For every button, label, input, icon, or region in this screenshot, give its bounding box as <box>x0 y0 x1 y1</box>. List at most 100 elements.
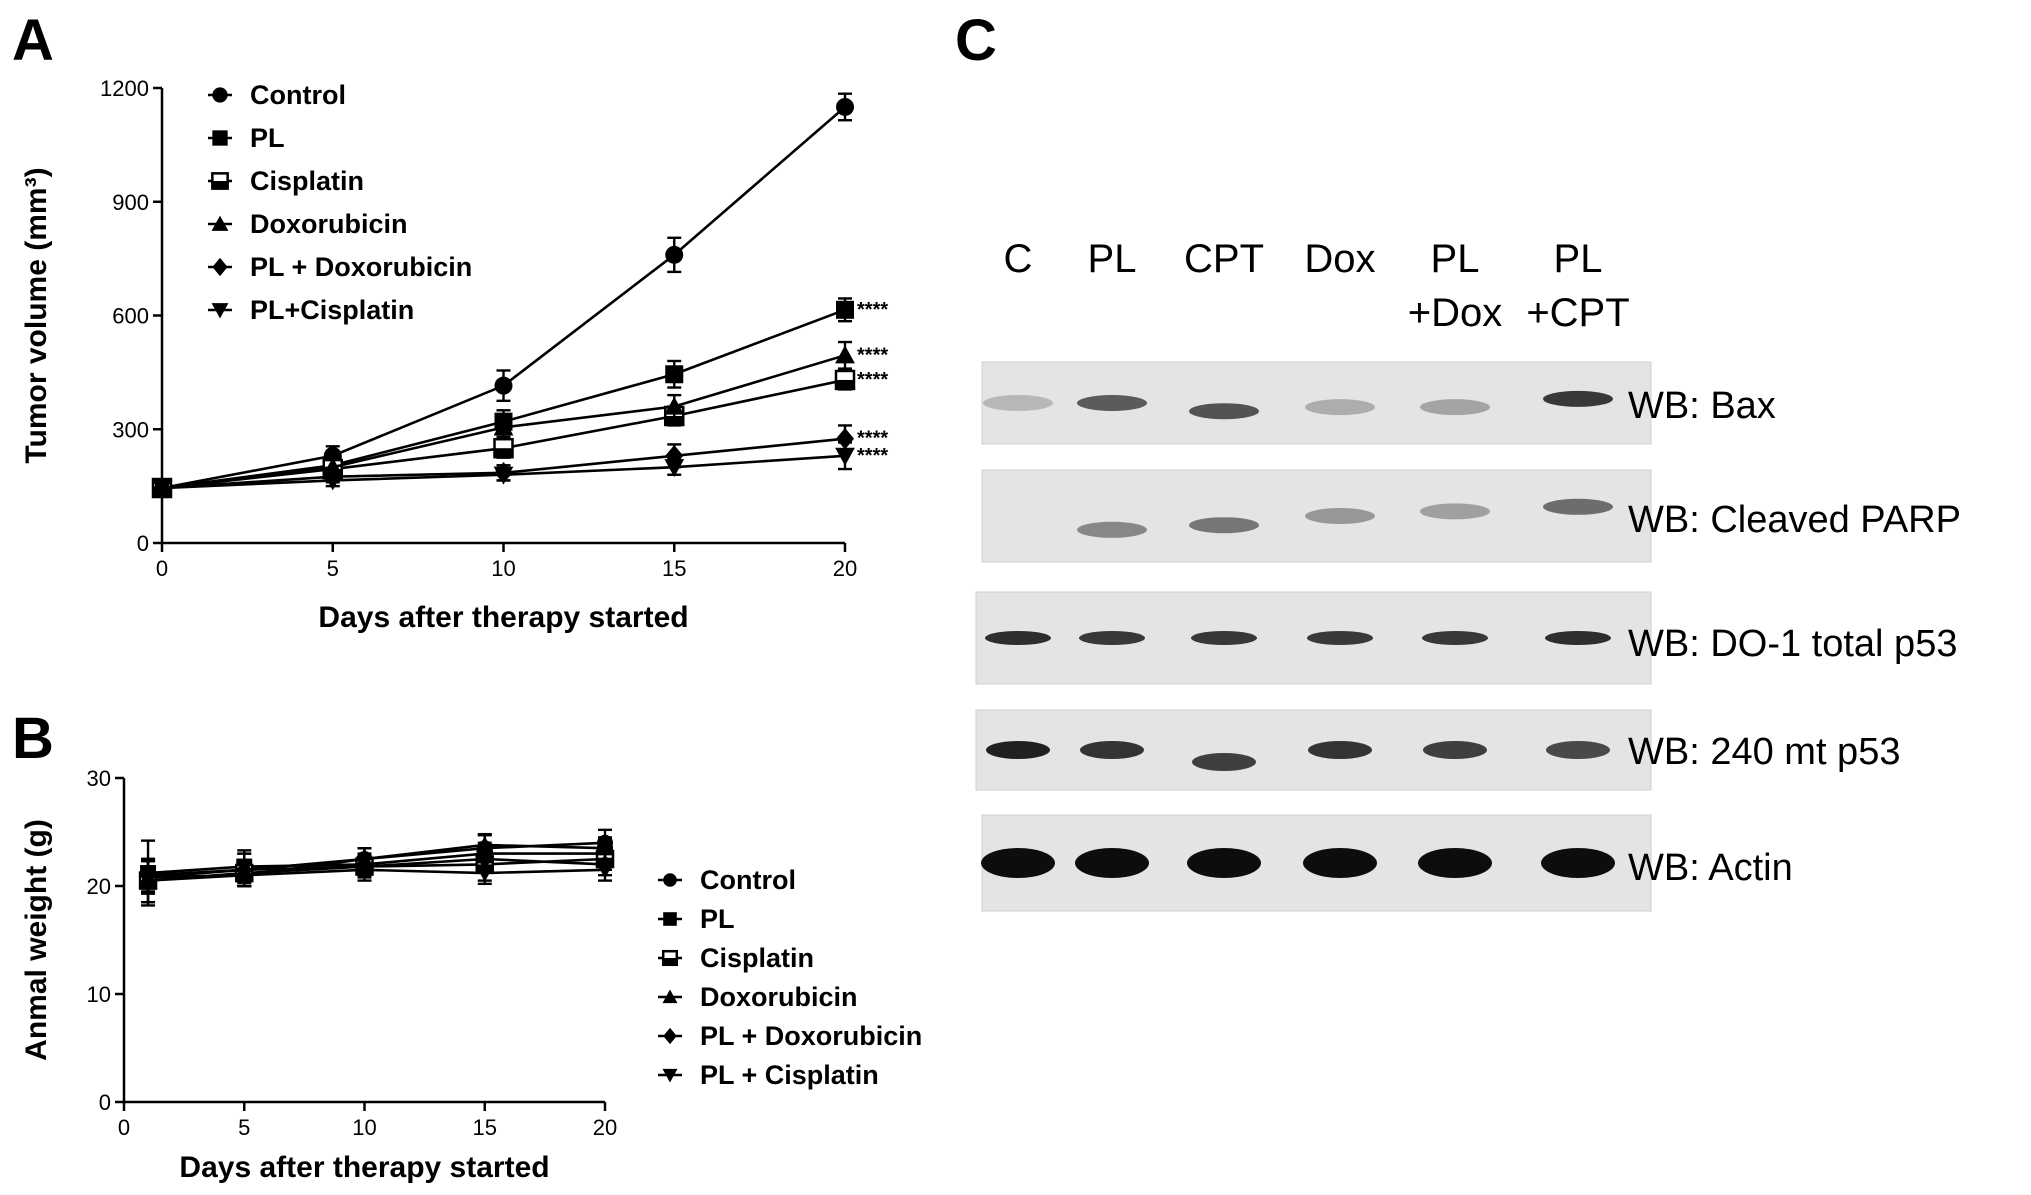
western-blot-panel: C PL CPT Dox PL +Dox PL +CPT WB: Bax WB: Cleaved … <box>975 237 1961 912</box>
band <box>1079 631 1145 645</box>
y-tick-label: 600 <box>112 304 149 329</box>
x-tick-label: 10 <box>352 1115 376 1140</box>
band <box>1187 848 1261 878</box>
x-tick-label: 5 <box>327 556 339 581</box>
legend-item: Doxorubicin <box>658 982 858 1012</box>
data-point-fill <box>836 379 854 389</box>
data-point <box>664 459 685 478</box>
legend-label: Control <box>700 865 796 895</box>
data-point <box>235 868 254 884</box>
legend-label: Cisplatin <box>250 166 364 196</box>
legend-marker <box>212 130 228 146</box>
band <box>1305 508 1375 524</box>
band <box>1423 741 1487 759</box>
lane-label-line2: +CPT <box>1526 291 1629 335</box>
data-point <box>596 862 614 879</box>
data-point <box>596 839 614 856</box>
legend-item: PL + Doxorubicin <box>658 1021 922 1051</box>
band <box>1075 848 1149 878</box>
legend-label: PL + Doxorubicin <box>700 1021 922 1051</box>
legend-item: Control <box>208 80 346 110</box>
band <box>985 631 1051 645</box>
band <box>1191 631 1257 645</box>
band <box>1420 503 1490 520</box>
blot-label: WB: DO-1 total p53 <box>1628 623 1957 665</box>
legend-label: PL+Cisplatin <box>250 295 414 325</box>
legend-item: PL <box>658 904 735 934</box>
blot-label: WB: 240 mt p53 <box>1628 731 1900 773</box>
legend-marker <box>663 912 677 926</box>
band <box>1307 631 1373 645</box>
band <box>1546 741 1610 759</box>
legend-label: Doxorubicin <box>700 982 858 1012</box>
band <box>1308 741 1372 759</box>
legend-label: Doxorubicin <box>250 209 408 239</box>
blot-label: WB: Bax <box>1628 385 1776 427</box>
data-point <box>836 97 854 116</box>
legend-marker <box>663 873 677 887</box>
band <box>981 848 1055 878</box>
data-point-fill <box>665 415 684 425</box>
lane-label: CPT <box>1184 237 1264 281</box>
y-axis-label: Anmal weight (g) <box>20 819 53 1061</box>
band <box>1543 390 1613 407</box>
data-point <box>493 466 514 485</box>
chart-b-animal-weight: 0 10 20 30 0 5 10 15 20 Days after therapy starte… <box>20 766 922 1184</box>
x-tick-label: 15 <box>473 1115 497 1140</box>
x-tick-label: 10 <box>491 556 515 581</box>
data-point <box>493 437 514 459</box>
data-point <box>139 873 157 890</box>
y-tick-label: 900 <box>112 190 149 215</box>
series-pl-cisplatin: **** <box>152 441 888 498</box>
legend-marker <box>211 215 229 231</box>
data-point <box>493 417 514 436</box>
panel-label-a: A <box>12 8 54 73</box>
data-point <box>665 365 684 384</box>
series-cisplatin: **** <box>151 369 888 499</box>
data-point <box>835 447 855 466</box>
blot-wb-240-mt-p53: WB: 240 mt p53 <box>975 709 1900 791</box>
band <box>986 741 1050 759</box>
band <box>1418 848 1492 878</box>
y-tick-label: 1200 <box>100 76 149 101</box>
y-tick-label: 0 <box>137 531 149 556</box>
legend-label: Control <box>250 80 346 110</box>
legend-label: PL <box>250 123 285 153</box>
y-tick-label: 10 <box>87 982 111 1007</box>
y-tick-label: 300 <box>112 417 149 442</box>
lane-label: PL <box>1088 237 1137 281</box>
legend-marker <box>211 303 229 319</box>
band <box>1189 403 1259 420</box>
blot-wb-actin: WB: Actin <box>981 814 1793 912</box>
legend-label: Cisplatin <box>700 943 814 973</box>
legend-label: PL <box>700 904 735 934</box>
legend-item: Cisplatin <box>208 166 364 196</box>
lane-label-line2: +Dox <box>1408 291 1503 335</box>
x-tick-label: 20 <box>593 1115 617 1140</box>
data-point <box>355 862 374 879</box>
legend-item: PL <box>208 123 285 153</box>
legend-marker <box>662 989 678 1004</box>
legend-marker <box>661 949 679 967</box>
legend-label: PL + Cisplatin <box>700 1060 879 1090</box>
blot-wb-do-1-total-p53: WB: DO-1 total p53 <box>975 591 1957 685</box>
lane-label: C <box>1004 237 1033 281</box>
x-axis-label: Days after therapy started <box>179 1151 549 1184</box>
band <box>1077 521 1147 538</box>
legend-marker <box>211 172 229 190</box>
significance-label: **** <box>857 428 888 450</box>
band <box>1189 517 1259 534</box>
blot-label: WB: Cleaved PARP <box>1628 499 1961 541</box>
data-point <box>476 849 493 869</box>
band <box>1543 498 1613 515</box>
data-point <box>494 376 513 395</box>
band <box>1305 399 1375 416</box>
data-point <box>152 479 172 498</box>
data-point <box>664 396 685 415</box>
x-tick-label: 5 <box>238 1115 250 1140</box>
band <box>1080 741 1144 759</box>
panel-label-c: C <box>955 8 997 73</box>
data-point <box>665 444 684 467</box>
x-axis-label: Days after therapy started <box>318 601 688 634</box>
